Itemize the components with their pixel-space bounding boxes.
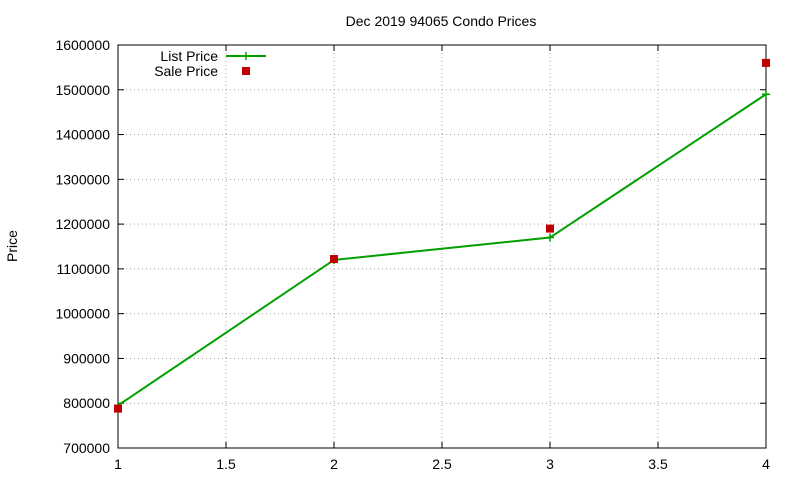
legend-entry: List Price bbox=[160, 48, 266, 64]
y-tick-label: 1500000 bbox=[55, 82, 110, 98]
y-tick-label: 700000 bbox=[63, 440, 110, 456]
legend-label: Sale Price bbox=[154, 63, 218, 79]
chart-title: Dec 2019 94065 Condo Prices bbox=[346, 13, 537, 29]
axis-ticks: 700000 800000 900000 1000000 1100000 1200000 1… bbox=[55, 37, 770, 472]
series-group bbox=[114, 58, 770, 413]
x-tick-label: 2.5 bbox=[432, 456, 452, 472]
data-point-square bbox=[762, 58, 770, 67]
x-tick-label: 3 bbox=[546, 456, 554, 472]
series-sale-price bbox=[114, 58, 770, 413]
y-tick-label: 1400000 bbox=[55, 127, 110, 143]
data-point-square bbox=[546, 224, 554, 233]
data-point-square bbox=[114, 404, 122, 413]
legend-entry: Sale Price bbox=[154, 63, 250, 79]
x-tick-label: 1 bbox=[114, 456, 122, 472]
y-tick-label: 1200000 bbox=[55, 216, 110, 232]
legend-label: List Price bbox=[160, 48, 218, 64]
series-line bbox=[117, 93, 767, 407]
data-point-plus bbox=[762, 90, 770, 99]
y-tick-label: 800000 bbox=[63, 395, 110, 411]
y-tick-label: 900000 bbox=[63, 350, 110, 366]
x-tick-label: 4 bbox=[762, 456, 770, 472]
x-tick-label: 1.5 bbox=[216, 456, 236, 472]
data-point-plus bbox=[546, 233, 554, 242]
y-tick-label: 1000000 bbox=[55, 306, 110, 322]
x-tick-label: 2 bbox=[330, 456, 338, 472]
y-tick-label: 1100000 bbox=[57, 261, 111, 277]
y-tick-label: 1300000 bbox=[55, 171, 110, 187]
grid bbox=[118, 45, 766, 448]
y-axis-label: Price bbox=[4, 230, 20, 262]
y-tick-label: 1600000 bbox=[55, 37, 110, 53]
data-point-square bbox=[330, 255, 338, 264]
legend-square-marker bbox=[242, 67, 250, 75]
x-tick-label: 3.5 bbox=[648, 456, 668, 472]
